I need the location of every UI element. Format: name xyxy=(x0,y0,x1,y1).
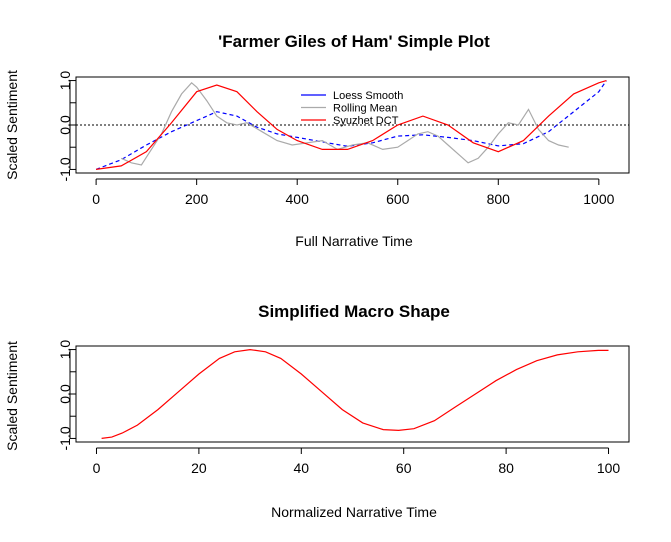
y-tick-label: 1.0 xyxy=(57,340,73,360)
macro-shape-ylabel: Scaled Sentiment xyxy=(4,341,20,451)
macro-shape-panel: Simplified Macro Shape -1.0 0.0 1.0 0 20 40 6… xyxy=(4,302,630,520)
y-tick-label: -1.0 xyxy=(57,157,73,181)
x-tick-label: 1000 xyxy=(583,191,614,207)
series-line-loess-smooth xyxy=(95,80,607,170)
x-tick-label: 800 xyxy=(487,191,511,207)
series-line-macro-shape xyxy=(101,348,609,439)
legend-label: Syuzhet DCT xyxy=(333,115,399,127)
series-line-rolling-mean xyxy=(120,81,569,166)
x-tick-label: 60 xyxy=(396,460,412,476)
x-tick-label: 200 xyxy=(185,191,209,207)
x-tick-label: 80 xyxy=(498,460,514,476)
legend-label: Loess Smooth xyxy=(333,90,403,102)
macro-shape-xlabel: Normalized Narrative Time xyxy=(271,504,437,520)
y-tick-label: 0.0 xyxy=(57,115,73,135)
x-tick-label: 0 xyxy=(93,460,101,476)
x-tick-label: 100 xyxy=(597,460,621,476)
x-tick-label: 20 xyxy=(191,460,207,476)
x-tick-label: 600 xyxy=(386,191,410,207)
legend-label: Rolling Mean xyxy=(333,103,397,115)
x-tick-label: 40 xyxy=(294,460,310,476)
x-tick-label: 400 xyxy=(286,191,310,207)
y-tick-label: 1.0 xyxy=(57,71,73,91)
series-line-syuzhet-dct xyxy=(96,80,607,170)
macro-shape-title: Simplified Macro Shape xyxy=(258,302,450,321)
macro-shape-frame xyxy=(75,345,630,443)
simple-plot-ylabel: Scaled Sentiment xyxy=(4,70,20,180)
y-tick-label: 0.0 xyxy=(57,384,73,404)
simple-plot-title: 'Farmer Giles of Ham' Simple Plot xyxy=(218,32,490,51)
simple-plot-xlabel: Full Narrative Time xyxy=(295,233,413,249)
simple-plot-panel: 'Farmer Giles of Ham' Simple Plot -1.0 0.… xyxy=(4,32,630,249)
y-tick-label: -1.0 xyxy=(57,426,73,450)
x-tick-label: 0 xyxy=(92,191,100,207)
